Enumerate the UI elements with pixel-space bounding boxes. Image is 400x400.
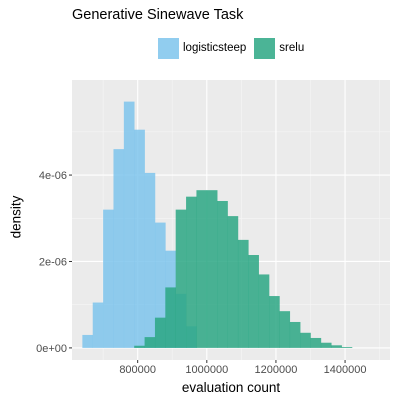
bar-srelu [289,321,301,348]
y-tick-label: 0e+00 [36,343,67,355]
bar-srelu [248,255,259,348]
bar-srelu [237,239,249,348]
bar-logisticsteep [134,129,145,348]
x-axis-label: evaluation count [181,380,281,395]
bar-srelu [186,196,197,348]
bar-srelu [134,345,145,348]
legend-label-logisticsteep: logisticsteep [183,42,247,54]
bar-srelu [279,311,291,348]
legend-key-srelu [254,37,276,59]
bar-srelu [144,337,156,348]
x-tick-label: 800000 [119,364,156,376]
y-tick-label: 4e-06 [39,170,67,182]
chart-title: Generative Sinewave Task [72,7,244,23]
bar-logisticsteep [103,209,114,348]
bar-srelu [300,332,311,348]
bar-logisticsteep [92,302,104,348]
bar-srelu [175,209,187,348]
bar-srelu [206,190,218,348]
x-tick-label: 1200000 [255,364,298,376]
bar-logisticsteep [123,101,135,348]
legend-item-srelu: srelu [254,37,305,59]
y-tick-label: 2e-06 [39,256,67,268]
bar-logisticsteep [113,149,125,348]
bar-logisticsteep [82,334,94,348]
x-tick-label: 1000000 [185,364,228,376]
legend-label-srelu: srelu [279,42,305,54]
bar-srelu [331,345,342,348]
bar-srelu [165,287,176,348]
bar-srelu [258,274,270,348]
bar-srelu [341,347,353,348]
bar-srelu [217,200,228,348]
bar-srelu [269,296,280,348]
legend: logisticsteep srelu [158,37,312,59]
bar-srelu [320,342,332,348]
bar-srelu [154,317,166,348]
bar-srelu [227,216,239,348]
bar-srelu [310,337,322,348]
bar-logisticsteep [154,222,166,348]
bar-logisticsteep [144,172,156,348]
bar-srelu [196,190,208,348]
x-tick-label: 1400000 [324,364,367,376]
legend-key-logisticsteep [158,37,179,59]
legend-item-logisticsteep: logisticsteep [158,37,247,59]
